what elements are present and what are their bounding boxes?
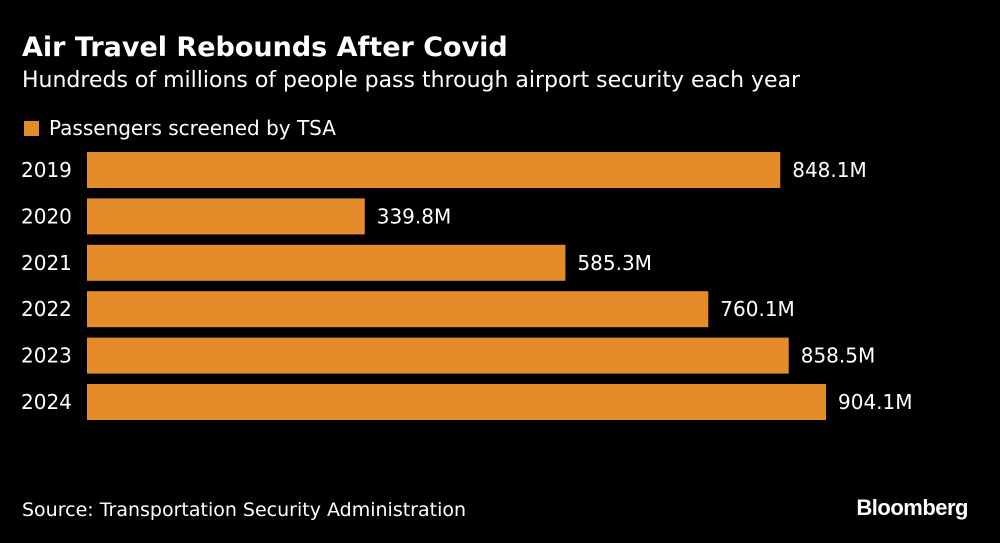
category-label-2024: 2024	[21, 390, 72, 414]
category-label-2022: 2022	[21, 297, 72, 321]
bar-2019	[87, 152, 781, 188]
category-label-2023: 2023	[21, 344, 72, 368]
category-label-2021: 2021	[21, 251, 72, 275]
source-note: Source: Transportation Security Administ…	[22, 499, 467, 521]
value-label-2023: 858.5M	[801, 344, 876, 368]
bar-2024	[87, 384, 826, 420]
category-label-2019: 2019	[21, 158, 72, 182]
legend-swatch	[24, 120, 39, 136]
value-label-2024: 904.1M	[838, 390, 913, 414]
value-label-2020: 339.8M	[377, 204, 452, 228]
legend-label: Passengers screened by TSA	[49, 116, 336, 140]
value-label-2022: 760.1M	[720, 297, 795, 321]
value-label-2021: 585.3M	[577, 251, 652, 275]
bar-2021	[87, 244, 566, 281]
category-label-2020: 2020	[21, 204, 72, 228]
bar-2023	[87, 337, 789, 374]
chart-title: Air Travel Rebounds After Covid	[22, 32, 508, 63]
chart-subtitle: Hundreds of millions of people pass thro…	[22, 68, 801, 93]
legend: Passengers screened by TSA	[24, 114, 336, 142]
bloomberg-logo: Bloomberg	[856, 495, 968, 520]
value-label-2019: 848.1M	[792, 158, 867, 182]
bar-2020	[87, 198, 365, 235]
bar-2022	[87, 291, 709, 328]
